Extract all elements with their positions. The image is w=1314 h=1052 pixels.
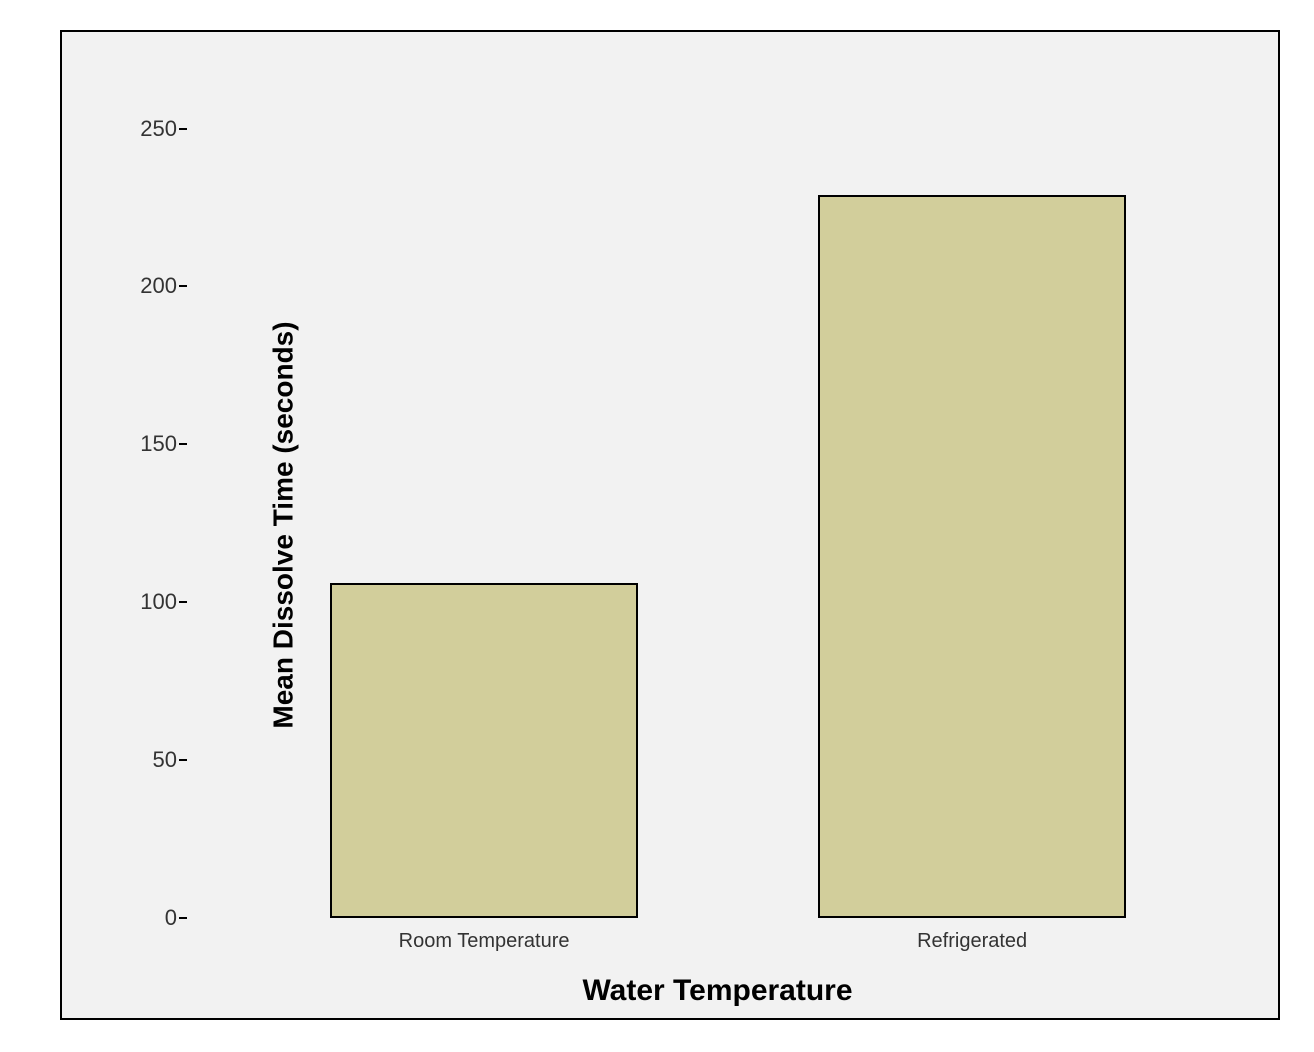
y-tick-label: 50 [127,747,177,773]
y-tick-label: 100 [127,589,177,615]
y-tick-label: 150 [127,431,177,457]
x-axis-label: Water Temperature [582,974,852,1008]
y-tick-label: 250 [127,116,177,142]
y-tick-label: 0 [127,905,177,931]
bar [818,195,1126,918]
y-tick-label: 200 [127,273,177,299]
y-axis-line [186,97,188,918]
x-tick-label: Refrigerated [917,930,1027,953]
x-tick-label: Room Temperature [399,930,570,953]
y-axis: 050100150200250 [147,97,187,918]
chart-frame: Mean Dissolve Time (seconds) 05010015020… [60,30,1280,1020]
x-axis: Water Temperature Room Temperature Refrig… [187,918,1248,1018]
bar [330,583,638,918]
plot-area [187,97,1248,918]
